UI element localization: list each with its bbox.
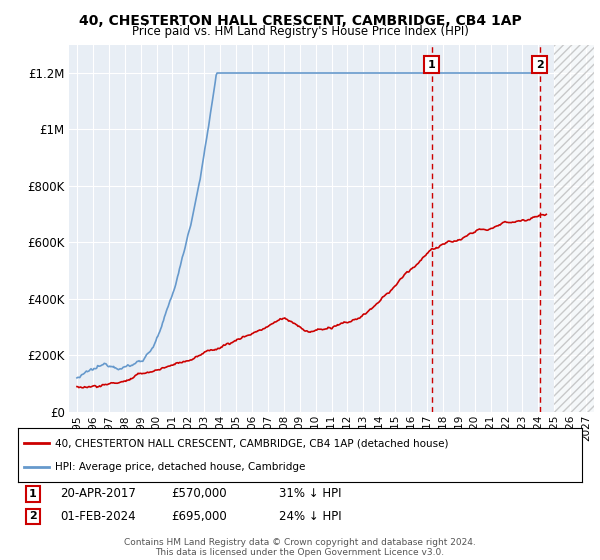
Text: 31% ↓ HPI: 31% ↓ HPI <box>279 487 341 501</box>
Text: Contains HM Land Registry data © Crown copyright and database right 2024.
This d: Contains HM Land Registry data © Crown c… <box>124 538 476 557</box>
Text: £695,000: £695,000 <box>171 510 227 523</box>
Text: 1: 1 <box>29 489 37 499</box>
Text: 40, CHESTERTON HALL CRESCENT, CAMBRIDGE, CB4 1AP (detached house): 40, CHESTERTON HALL CRESCENT, CAMBRIDGE,… <box>55 438 448 449</box>
Text: 01-FEB-2024: 01-FEB-2024 <box>60 510 136 523</box>
Text: 24% ↓ HPI: 24% ↓ HPI <box>279 510 341 523</box>
Text: £570,000: £570,000 <box>171 487 227 501</box>
Text: HPI: Average price, detached house, Cambridge: HPI: Average price, detached house, Camb… <box>55 461 305 472</box>
Text: Price paid vs. HM Land Registry's House Price Index (HPI): Price paid vs. HM Land Registry's House … <box>131 25 469 38</box>
Text: 2: 2 <box>29 511 37 521</box>
Text: 20-APR-2017: 20-APR-2017 <box>60 487 136 501</box>
Bar <box>554 45 594 412</box>
Text: 40, CHESTERTON HALL CRESCENT, CAMBRIDGE, CB4 1AP: 40, CHESTERTON HALL CRESCENT, CAMBRIDGE,… <box>79 14 521 28</box>
Text: 1: 1 <box>428 59 436 69</box>
Text: 2: 2 <box>536 59 544 69</box>
